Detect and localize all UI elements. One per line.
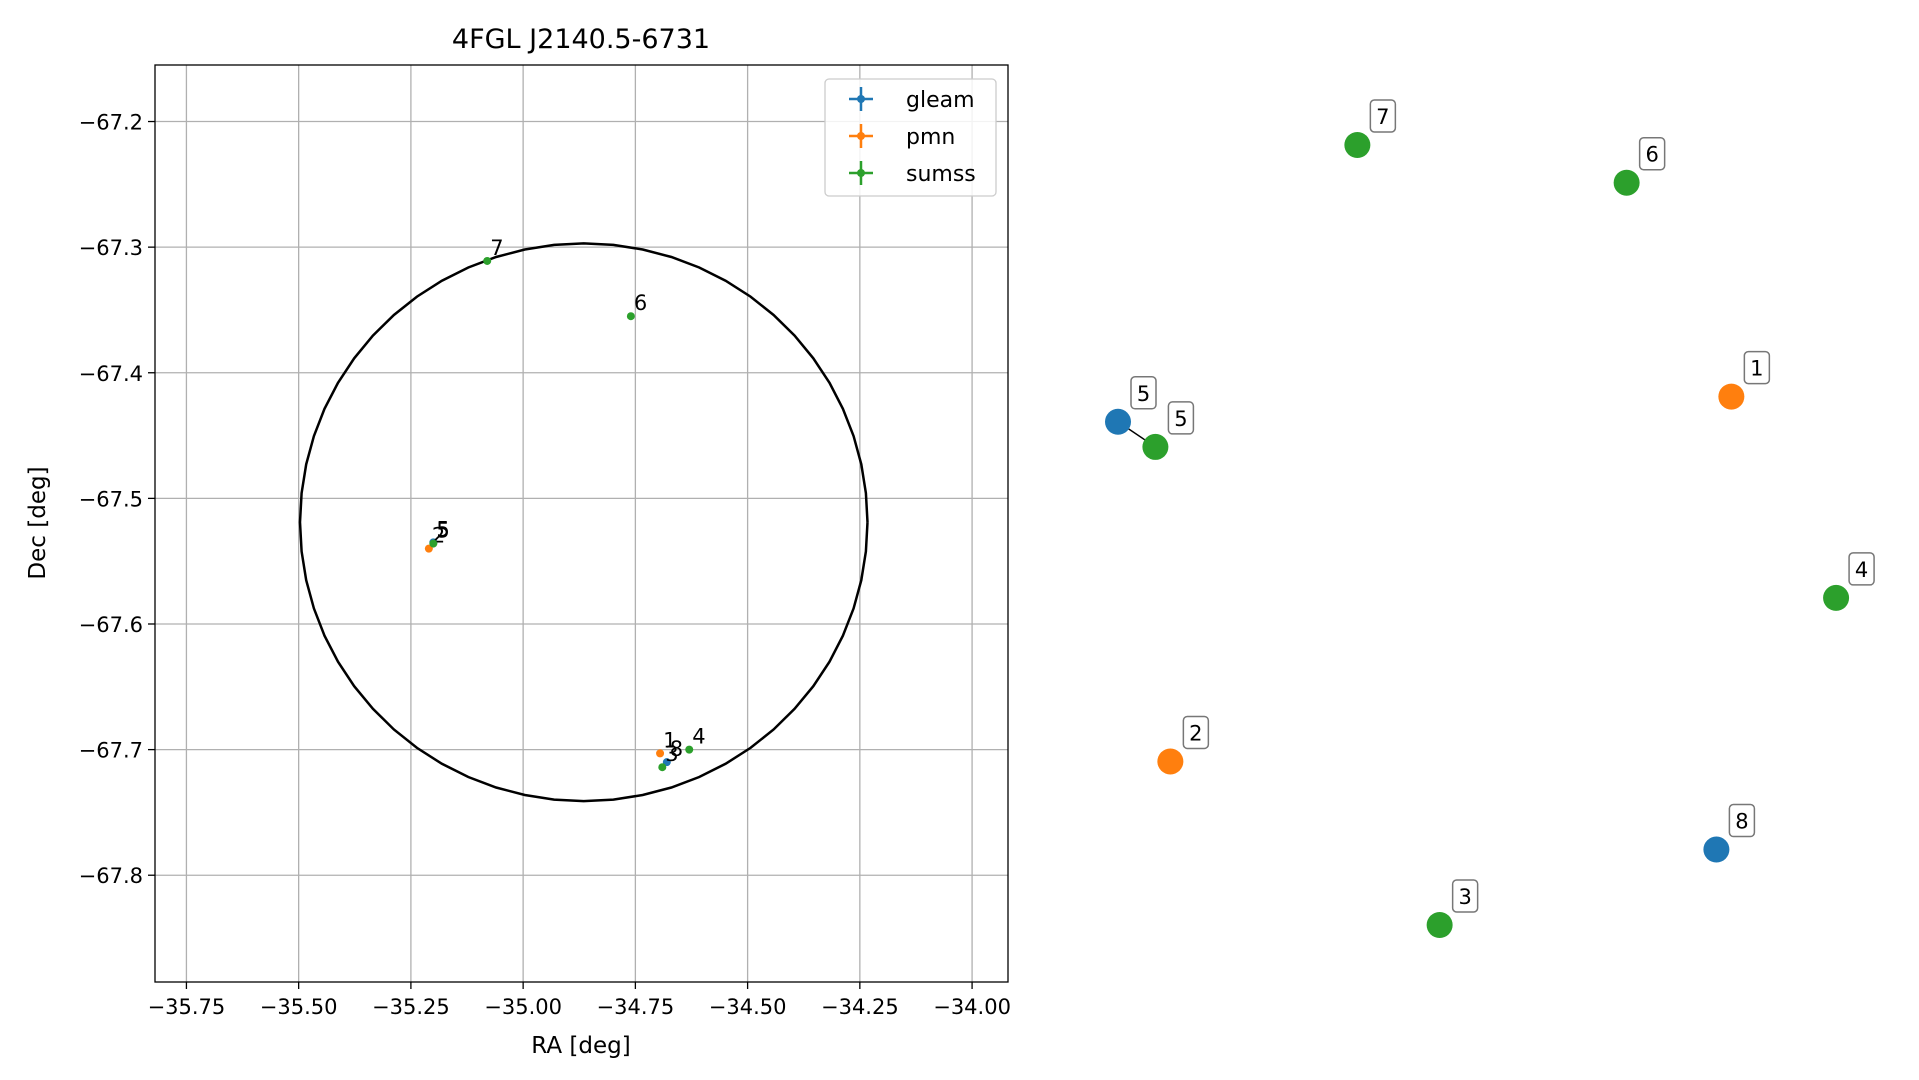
y-tick-label: −67.8 xyxy=(79,864,143,888)
legend-dot-pmn xyxy=(857,132,865,140)
pmn-detail-point-2[interactable] xyxy=(1157,748,1184,775)
x-tick-label: −35.25 xyxy=(372,995,450,1019)
detail-label-box xyxy=(1743,350,1771,385)
detail-label-box xyxy=(1369,99,1397,133)
y-axis: −67.2 −67.3 −67.4 −67.5 −67.6 −67.7 −67.8 xyxy=(79,111,155,888)
detail-label: 3 xyxy=(1458,885,1471,909)
detail-label-box xyxy=(1167,401,1195,435)
detail-chart: 1 2 3 4 55 6 7 8 xyxy=(1105,99,1875,938)
detail-label: 1 xyxy=(1750,357,1763,381)
sumss-point-7[interactable] xyxy=(483,256,492,265)
grid xyxy=(155,65,1008,982)
detail-label: 4 xyxy=(1855,558,1868,582)
point-label: 6 xyxy=(634,291,647,315)
legend-label-gleam: gleam xyxy=(906,88,975,113)
x-tick-label: −34.25 xyxy=(821,995,899,1019)
sumss-detail-point-6[interactable] xyxy=(1613,169,1640,196)
detail-label: 7 xyxy=(1376,105,1389,129)
y-tick-label: −67.5 xyxy=(79,487,143,511)
y-tick-label: −67.6 xyxy=(79,613,143,637)
x-tick-label: −35.50 xyxy=(260,995,338,1019)
gleam-detail-point-8[interactable] xyxy=(1703,836,1730,863)
sumss-point-6[interactable] xyxy=(626,312,635,321)
detail-label-box xyxy=(1638,136,1666,171)
x-tick-label: −35.75 xyxy=(148,995,226,1019)
x-tick-label: −35.00 xyxy=(484,995,562,1019)
sumss-point-3[interactable] xyxy=(658,763,667,772)
sumss-detail-point-7[interactable] xyxy=(1344,132,1371,158)
sumss-point-5[interactable] xyxy=(429,539,438,548)
legend-dot-gleam xyxy=(857,95,865,103)
gleam-detail-point-5[interactable] xyxy=(1105,408,1131,435)
y-tick-label: −67.2 xyxy=(79,111,143,135)
point-label: 5 xyxy=(436,519,449,543)
chart-title: 4FGL J2140.5-6731 xyxy=(452,24,710,55)
point-label: 7 xyxy=(490,236,503,260)
y-tick-label: −67.7 xyxy=(79,739,143,763)
x-tick-label: −34.75 xyxy=(597,995,675,1019)
point-label: 5 xyxy=(436,517,449,541)
pmn-detail-point-1[interactable] xyxy=(1718,383,1745,410)
sumss-point-4[interactable] xyxy=(685,745,694,754)
detail-label-box xyxy=(1728,803,1756,838)
region-circle xyxy=(298,242,869,803)
detail-label-box xyxy=(1130,376,1157,410)
legend-label-pmn: pmn xyxy=(906,125,955,150)
legend-box xyxy=(824,78,997,197)
detail-label: 5 xyxy=(1174,407,1187,431)
detail-label-box xyxy=(1451,879,1479,913)
legend-label-sumss: sumss xyxy=(906,162,976,187)
sumss-detail-point-5[interactable] xyxy=(1142,433,1169,460)
x-tick-label: −34.50 xyxy=(709,995,787,1019)
sumss-detail-point-3[interactable] xyxy=(1426,912,1453,938)
y-tick-label: −67.4 xyxy=(79,362,143,386)
detail-label: 6 xyxy=(1645,143,1658,167)
sumss-detail-point-4[interactable] xyxy=(1823,584,1850,611)
detail-label-box xyxy=(1182,715,1210,750)
point-label: 4 xyxy=(692,725,705,749)
point-label: 3 xyxy=(665,742,678,766)
x-axis: −35.75 −35.50 −35.25 −35.00 −34.75 −34.50 −34.… xyxy=(148,982,1011,1019)
y-axis-label: Dec [deg] xyxy=(25,466,51,579)
region-layer xyxy=(298,242,869,803)
detail-label-box xyxy=(1848,552,1875,586)
plot-frame xyxy=(154,64,1009,983)
x-axis-label: RA [deg] xyxy=(531,1033,630,1059)
legend[interactable]: gleam pmn sumss xyxy=(824,78,997,197)
point-label: 1 xyxy=(663,728,676,752)
y-tick-label: −67.3 xyxy=(79,236,143,260)
point-label: 8 xyxy=(670,737,683,761)
legend-dot-sumss xyxy=(857,169,865,177)
detail-label: 2 xyxy=(1189,721,1202,745)
pmn-point-1[interactable] xyxy=(656,749,665,758)
x-tick-label: −34.00 xyxy=(933,995,1011,1019)
detail-label: 5 xyxy=(1137,382,1150,406)
detail-label: 8 xyxy=(1735,810,1748,834)
